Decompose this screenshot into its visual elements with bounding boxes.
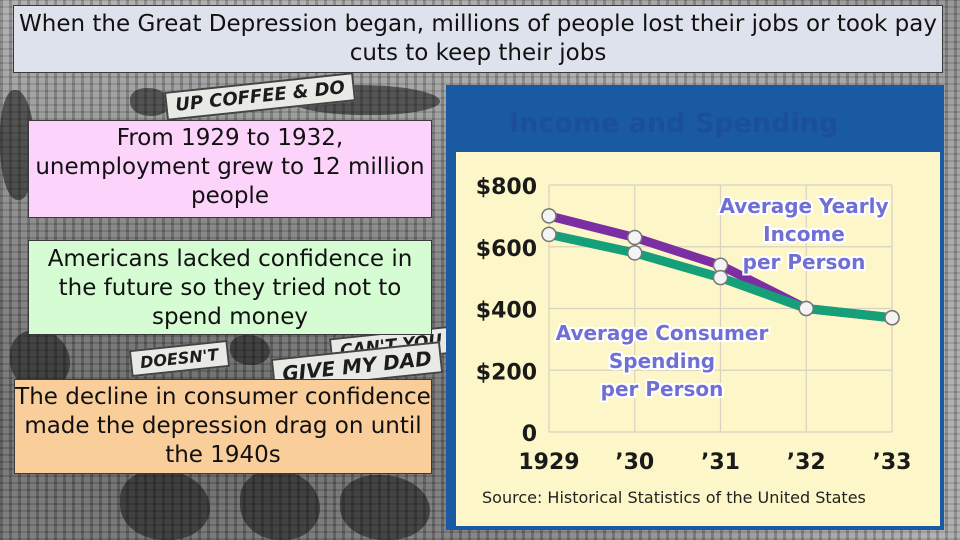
y-tick-label: $800: [476, 175, 537, 200]
income-point: [541, 208, 557, 224]
chart-source: Source: Historical Statistics of the Uni…: [482, 488, 866, 507]
chart-title: Income and Spending: [509, 108, 838, 139]
x-tick-label: ’32: [787, 450, 826, 475]
background-figure: [230, 335, 270, 365]
chart-panel: [456, 152, 940, 526]
x-tick-label: ’30: [615, 450, 654, 475]
background-sign: DOESN'T: [128, 339, 230, 378]
x-tick-label: 1929: [518, 450, 579, 475]
confidence-callout: Americans lacked confidence in the futur…: [28, 240, 432, 335]
spending-point: [541, 226, 557, 243]
y-tick-label: $600: [476, 237, 537, 262]
spending-point: [712, 269, 729, 286]
spending-series-label: Average Consumer: [556, 321, 769, 345]
background-figure: [240, 470, 320, 540]
spending-point: [798, 300, 814, 317]
spending-point: [884, 310, 900, 326]
y-tick-label: $200: [476, 360, 537, 385]
spending-series-label: per Person: [601, 377, 724, 401]
decline-callout: The decline in consumer confidence made …: [14, 379, 432, 474]
spending-point: [627, 245, 643, 261]
y-tick-label: $400: [476, 299, 537, 324]
income-spending-chart: Income and Spending 0 $200 $400 $600 $800 1929…: [446, 85, 944, 530]
x-tick-label: ’33: [873, 450, 912, 475]
background-sign: UP COFFEE & DO: [164, 72, 357, 121]
y-tick-label: 0: [522, 422, 537, 447]
income-series-label: Income: [763, 222, 845, 246]
background-figure: [120, 470, 210, 540]
x-tick-label: ’31: [701, 450, 740, 475]
income-series-label: per Person: [743, 250, 866, 274]
background-figure: [340, 475, 430, 540]
chart-canvas: Income and Spending 0 $200 $400 $600 $800 1929…: [456, 108, 940, 526]
spending-series-label: Spending: [609, 349, 715, 373]
income-point: [627, 229, 643, 246]
unemployment-callout: From 1929 to 1932, unemployment grew to …: [28, 120, 432, 218]
background-figure: [130, 88, 170, 116]
slide-title: When the Great Depression began, million…: [13, 5, 943, 73]
income-series-label: Average Yearly: [719, 194, 888, 218]
